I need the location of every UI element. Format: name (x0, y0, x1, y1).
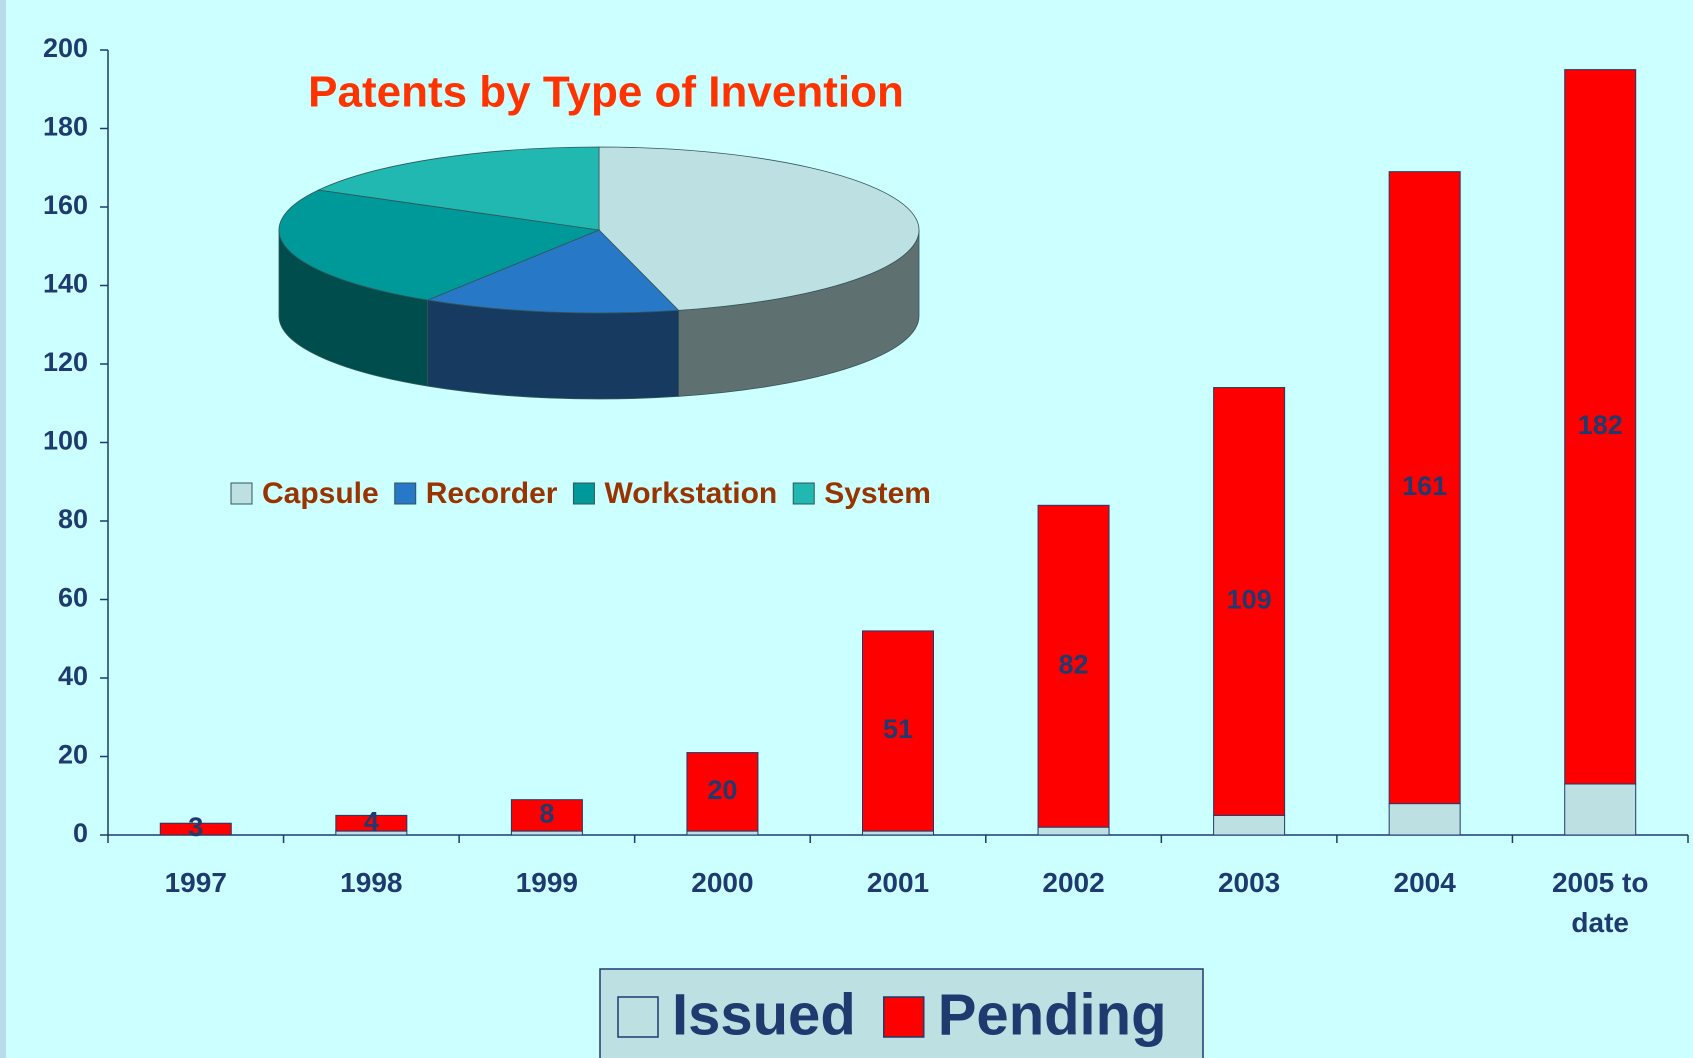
x-tick-label: 2004 (1393, 867, 1456, 898)
legend: Issued Pending (599, 968, 1204, 1058)
bar-segment (1037, 826, 1110, 836)
pie-slice (278, 189, 601, 301)
bar-segment (686, 830, 759, 836)
pie-legend-label: Workstation (604, 477, 777, 510)
bar-segment (1564, 69, 1637, 785)
y-tick-label: 140 (43, 269, 88, 299)
pie-legend-swatch (792, 482, 815, 505)
y-tick-label: 20 (58, 740, 88, 770)
x-tick-label: 1998 (340, 867, 403, 898)
pie-tops (278, 146, 920, 314)
x-tick-label: 2003 (1217, 867, 1281, 898)
data-label: 3 (188, 812, 203, 842)
pie-slice (317, 146, 600, 231)
bar-segment (1564, 783, 1637, 836)
y-tick-label: 100 (43, 426, 88, 456)
x-tick-label: 1997 (164, 867, 227, 898)
bar-segment (335, 814, 408, 832)
x-tick-label: 2001 (866, 867, 930, 898)
bar-segment (1213, 387, 1286, 816)
y-tick-label: 40 (58, 661, 88, 691)
data-label: 109 (1227, 585, 1272, 615)
pie-slice (598, 146, 920, 311)
pie-title: Patents by Type of Invention (308, 68, 904, 117)
pie-slice (426, 229, 680, 314)
bar-segment (1388, 803, 1461, 836)
pie-legend-label: System (824, 477, 931, 510)
x-tick-label: 1999 (515, 867, 579, 898)
bar-segment (510, 830, 583, 836)
legend-label: Pending (938, 982, 1167, 1047)
bar-segment (510, 799, 583, 832)
data-label: 8 (539, 799, 554, 829)
y-tick-label: 0 (73, 818, 88, 848)
y-tick-label: 180 (43, 112, 88, 142)
y-tick-label: 200 (43, 33, 88, 63)
data-label: 20 (707, 775, 737, 805)
pie-side (427, 299, 679, 400)
y-tick-label: 160 (43, 190, 88, 220)
pie-legend-label: Recorder (426, 477, 558, 510)
pie-legend-swatch (394, 482, 417, 505)
y-tick-label: 60 (58, 583, 88, 613)
data-label: 4 (364, 806, 379, 836)
y-tick-label: 120 (43, 347, 88, 377)
bar-segment (862, 630, 934, 832)
bar-segment (159, 822, 232, 836)
pie-legend-swatch (572, 482, 595, 505)
bar-segment (1213, 814, 1286, 836)
legend-label: Issued (672, 982, 856, 1047)
pie-legend-label: Capsule (262, 477, 379, 510)
y-tick-label: 80 (58, 504, 88, 534)
legend-swatch (883, 996, 925, 1038)
data-label: 82 (1059, 649, 1089, 679)
data-label: 182 (1578, 410, 1623, 440)
x-tick-label: 2005 to date (1551, 867, 1649, 938)
data-label: 161 (1402, 471, 1447, 501)
bar-segment (686, 752, 759, 832)
bar-segment (1037, 504, 1110, 828)
x-tick-label: 2000 (691, 867, 754, 898)
x-tick-label: 2002 (1042, 867, 1105, 898)
bar-segment (862, 830, 934, 836)
pie-legend-swatch (230, 482, 253, 505)
bar-segment (1388, 171, 1461, 805)
data-label: 51 (883, 714, 913, 744)
legend-swatch (617, 996, 659, 1038)
